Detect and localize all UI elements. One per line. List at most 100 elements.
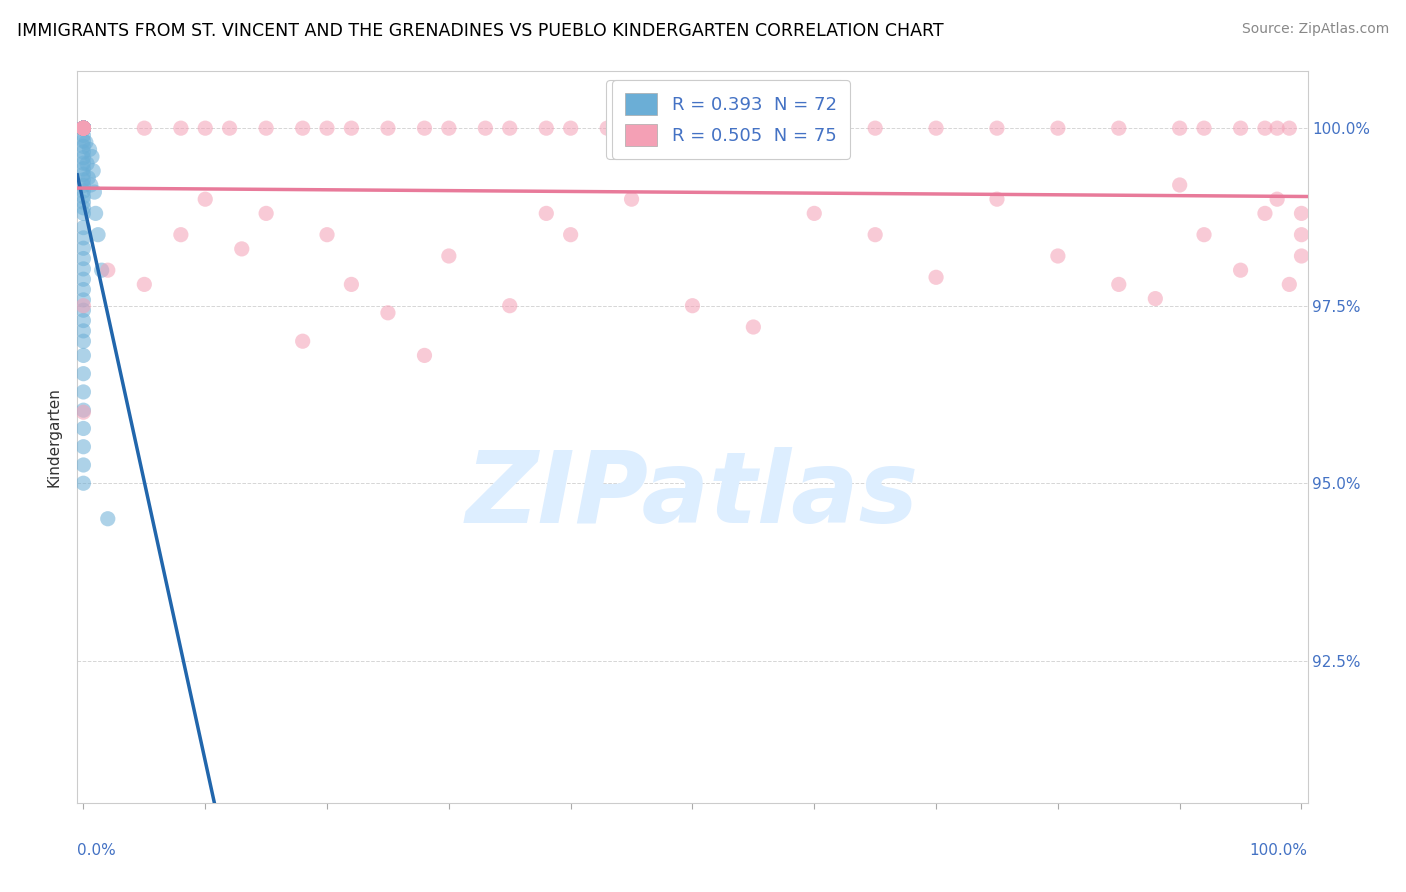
Point — [340, 277, 363, 292]
Point — [72, 121, 94, 136]
Point — [560, 227, 582, 242]
Point — [75, 136, 97, 150]
Point — [863, 227, 886, 242]
Point — [72, 139, 94, 153]
Point — [218, 121, 240, 136]
Point — [1265, 121, 1288, 136]
Point — [1168, 178, 1191, 192]
Point — [72, 195, 94, 210]
Point — [82, 163, 104, 178]
Point — [1046, 121, 1069, 136]
Point — [72, 121, 94, 136]
Point — [84, 206, 107, 220]
Point — [72, 151, 94, 165]
Point — [72, 134, 94, 148]
Point — [72, 458, 94, 472]
Point — [72, 121, 94, 136]
Point — [803, 121, 825, 136]
Point — [72, 121, 94, 136]
Point — [170, 227, 193, 242]
Point — [72, 252, 94, 266]
Point — [536, 206, 558, 220]
Point — [72, 121, 94, 136]
Point — [72, 121, 94, 136]
Point — [925, 121, 948, 136]
Point — [1168, 121, 1191, 136]
Point — [72, 121, 94, 136]
Point — [437, 249, 460, 263]
Point — [340, 121, 363, 136]
Point — [1046, 249, 1069, 263]
Point — [316, 121, 339, 136]
Point — [72, 293, 94, 307]
Point — [72, 405, 94, 419]
Point — [72, 121, 94, 136]
Point — [76, 156, 98, 170]
Point — [72, 121, 94, 136]
Point — [170, 121, 193, 136]
Point — [72, 303, 94, 318]
Point — [72, 421, 94, 435]
Text: ZIPatlas: ZIPatlas — [465, 447, 920, 544]
Point — [72, 403, 94, 417]
Point — [72, 334, 94, 349]
Point — [682, 121, 704, 136]
Point — [72, 121, 94, 136]
Point — [1229, 263, 1251, 277]
Point — [1108, 277, 1130, 292]
Point — [437, 121, 460, 136]
Point — [620, 192, 643, 206]
Point — [72, 272, 94, 286]
Point — [1254, 121, 1277, 136]
Point — [72, 121, 94, 136]
Point — [72, 121, 94, 136]
Point — [620, 121, 643, 136]
Point — [742, 320, 765, 334]
Point — [72, 121, 94, 136]
Point — [194, 192, 217, 206]
Point — [72, 299, 94, 313]
Point — [72, 476, 94, 491]
Point — [986, 192, 1008, 206]
Text: 100.0%: 100.0% — [1250, 843, 1308, 858]
Point — [72, 156, 94, 170]
Point — [87, 227, 110, 242]
Point — [72, 261, 94, 276]
Point — [72, 121, 94, 136]
Text: 0.0%: 0.0% — [77, 843, 117, 858]
Point — [1278, 121, 1301, 136]
Point — [536, 121, 558, 136]
Point — [72, 161, 94, 176]
Point — [72, 367, 94, 381]
Point — [377, 306, 399, 320]
Y-axis label: Kindergarten: Kindergarten — [46, 387, 62, 487]
Point — [1108, 121, 1130, 136]
Point — [1144, 292, 1167, 306]
Point — [1291, 227, 1313, 242]
Point — [682, 299, 704, 313]
Point — [72, 283, 94, 297]
Point — [231, 242, 253, 256]
Point — [72, 189, 94, 203]
Point — [72, 201, 94, 215]
Point — [1192, 121, 1215, 136]
Point — [377, 121, 399, 136]
Point — [72, 145, 94, 159]
Point — [863, 121, 886, 136]
Point — [803, 206, 825, 220]
Point — [72, 121, 94, 136]
Point — [316, 227, 339, 242]
Point — [72, 121, 94, 136]
Point — [83, 185, 105, 199]
Point — [72, 241, 94, 255]
Point — [72, 121, 94, 136]
Point — [72, 324, 94, 338]
Point — [72, 121, 94, 136]
Point — [72, 121, 94, 136]
Point — [72, 128, 94, 143]
Point — [72, 173, 94, 187]
Point — [77, 170, 100, 185]
Point — [90, 263, 112, 277]
Point — [79, 143, 101, 157]
Text: IMMIGRANTS FROM ST. VINCENT AND THE GRENADINES VS PUEBLO KINDERGARTEN CORRELATIO: IMMIGRANTS FROM ST. VINCENT AND THE GREN… — [17, 22, 943, 40]
